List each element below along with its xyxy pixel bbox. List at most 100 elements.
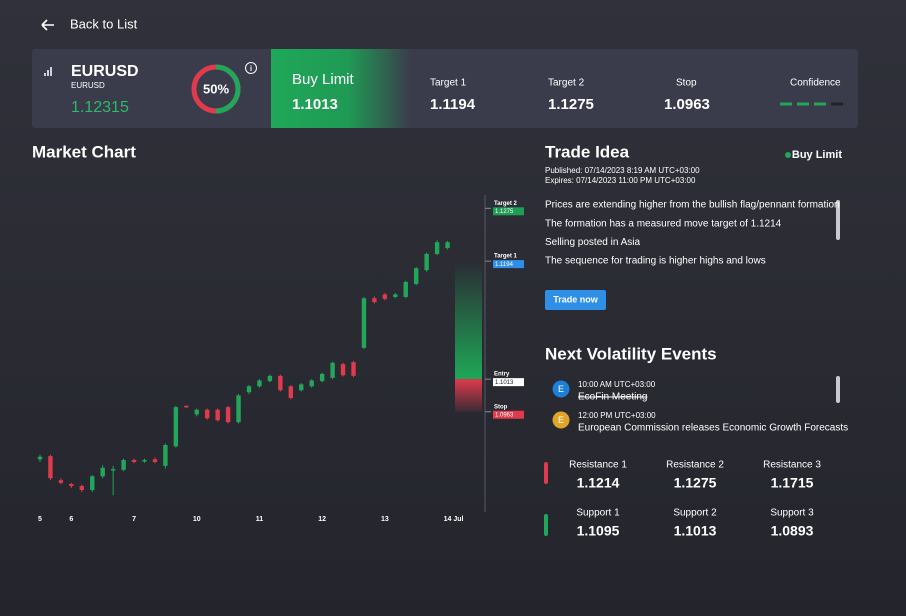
level-label: Stop: [494, 404, 508, 410]
event-icon-letter: E: [558, 415, 564, 425]
level-value: 1.1275: [495, 209, 514, 215]
level-value: 1.1013: [495, 380, 514, 386]
candle-body: [445, 242, 450, 249]
trade-button[interactable]: [545, 290, 606, 310]
candle-body: [142, 459, 147, 462]
candle-body: [225, 407, 231, 423]
x-tick-label: 7: [132, 516, 136, 523]
summary-value: 1.1275: [548, 96, 594, 113]
level-value: 1.1194: [495, 262, 514, 268]
level-box: [493, 207, 524, 216]
published: Published: 07/14/2023 8:19 AM UTC+03:00: [545, 166, 700, 175]
candle-body: [194, 409, 199, 415]
support-label: Support 2: [673, 508, 717, 519]
candle-body: [393, 294, 398, 297]
stop-zone: [455, 379, 482, 412]
event-icon-letter: E: [558, 384, 564, 394]
candle-body: [299, 384, 304, 391]
gauge-arc: [191, 64, 241, 114]
candle-body: [236, 395, 241, 423]
support-marker: [544, 514, 548, 536]
candle-body: [414, 268, 419, 284]
x-tick-label: 12: [318, 516, 326, 523]
info-icon[interactable]: [245, 62, 257, 74]
resistance-label: Resistance 1: [569, 460, 627, 471]
candle-body: [90, 476, 95, 490]
x-tick-label: 6: [69, 516, 73, 523]
order-price: 1.1013: [292, 96, 338, 113]
candle-body: [37, 456, 43, 460]
candle-body: [288, 386, 293, 399]
x-tick-label: 11: [256, 516, 264, 523]
candle-body: [110, 469, 116, 471]
support-value: 1.1095: [577, 523, 620, 539]
summary-value: 1.0963: [664, 96, 710, 113]
resistance-value: 1.1275: [674, 475, 717, 491]
candle-body: [173, 407, 179, 447]
summary-label: Stop: [676, 78, 697, 89]
target-zone: [455, 261, 482, 380]
candle-body: [215, 409, 220, 421]
resistance-label: Resistance 2: [666, 460, 724, 471]
candle-body: [340, 364, 346, 376]
summary-label: Target 2: [548, 78, 585, 89]
candle-body: [58, 480, 64, 483]
order-panel: [271, 49, 411, 128]
level-box: [493, 410, 524, 419]
chart-title: Market Chart: [32, 142, 136, 161]
gauge-label: 50%: [203, 81, 229, 96]
event-name[interactable]: EcoFin Meeting: [578, 392, 647, 403]
candle-body: [382, 294, 388, 299]
candle-body: [330, 362, 335, 378]
summary-value: 1.1194: [430, 96, 476, 113]
x-tick-label: 14 Jul: [444, 516, 464, 523]
back-arrow[interactable]: [41, 19, 54, 31]
resistance-value: 1.1715: [771, 475, 814, 491]
instrument-card: [32, 49, 858, 128]
candle-body: [278, 375, 283, 391]
signal: Buy Limit: [792, 149, 842, 161]
idea-point: The sequence for trading is higher highs…: [545, 256, 766, 267]
candle-body: [403, 281, 408, 297]
symbol: EURUSD: [71, 63, 139, 80]
x-tick-label: 13: [381, 516, 389, 523]
candle-body: [246, 386, 252, 393]
candle-body: [351, 362, 356, 376]
candle-body: [100, 467, 105, 477]
level-value: 1.0963: [495, 413, 514, 419]
trade-idea-title: Trade Idea: [545, 142, 630, 161]
support-label: Support 1: [576, 508, 620, 519]
scrollbar[interactable]: [836, 376, 840, 403]
idea-point: Prices are extending higher from the bul…: [545, 200, 840, 211]
candle-body: [184, 405, 189, 408]
idea-point: Selling posted in Asia: [545, 237, 641, 248]
idea-point: The formation has a measured move target…: [545, 218, 782, 229]
candle-body: [361, 298, 367, 348]
candle-body: [267, 375, 273, 382]
event-icon: [552, 380, 570, 398]
resistance-value: 1.1214: [577, 475, 620, 491]
candle-body: [163, 444, 168, 466]
candle-body: [152, 459, 158, 462]
level-box: [493, 260, 524, 269]
candle-body: [257, 380, 262, 387]
instrument-name: EURUSD: [71, 81, 105, 90]
support-label: Support 3: [770, 508, 814, 519]
level-label: Target 1: [494, 254, 518, 260]
event-name[interactable]: European Commission releases Economic Gr…: [578, 423, 848, 434]
trade-button-label[interactable]: Trade now: [553, 294, 599, 304]
candle-body: [424, 253, 429, 271]
candle-body: [309, 380, 314, 387]
support-value: 1.0893: [771, 523, 814, 539]
level-label: Target 2: [494, 201, 518, 207]
candle-body: [121, 459, 126, 470]
candle-body: [79, 486, 84, 490]
candle-body: [131, 459, 137, 462]
support-value: 1.1013: [674, 523, 717, 539]
scrollbar[interactable]: [836, 200, 840, 240]
x-tick-label: 5: [38, 516, 42, 523]
back-link[interactable]: Back to List: [70, 16, 138, 31]
resistance-marker: [544, 462, 548, 484]
